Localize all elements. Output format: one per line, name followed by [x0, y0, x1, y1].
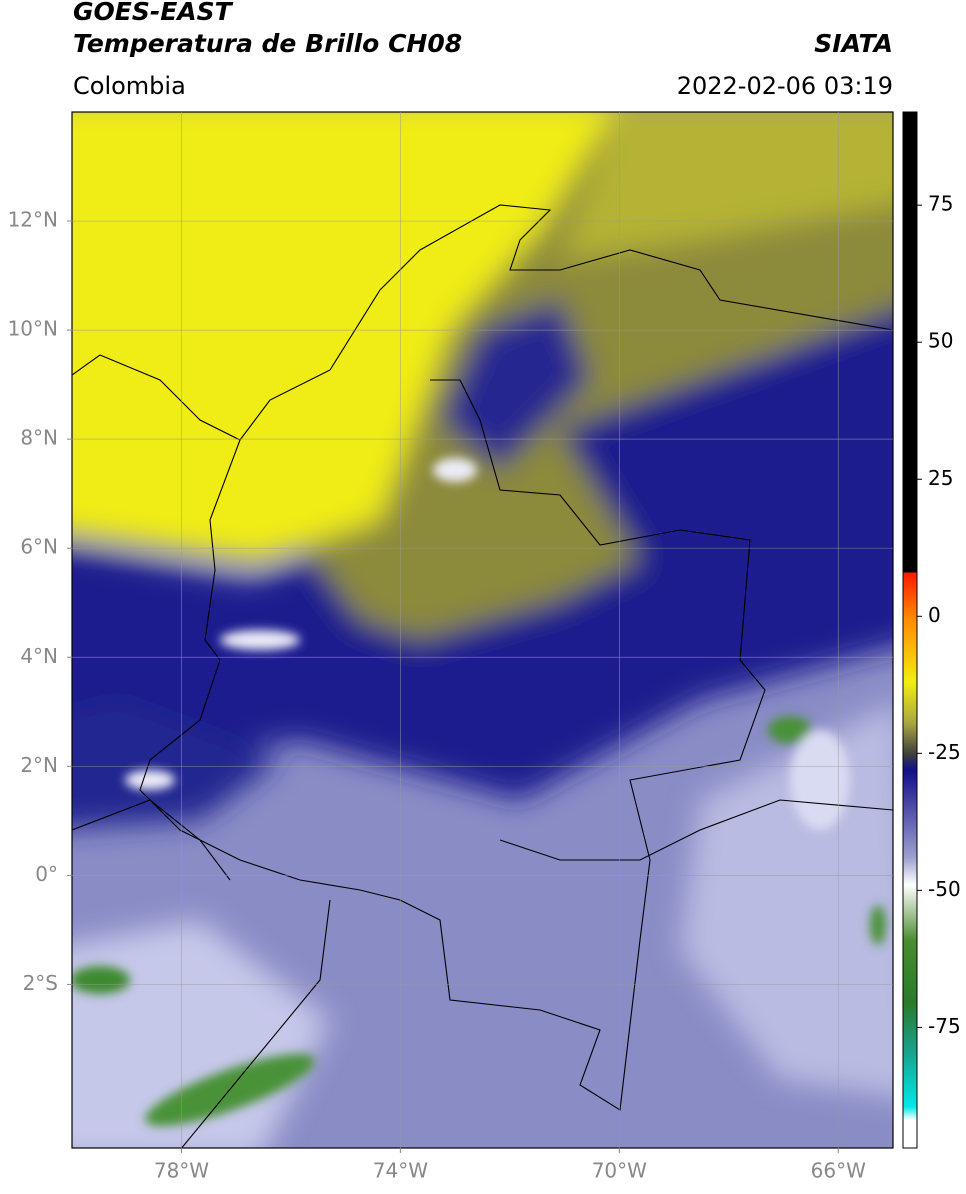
- x-tick-label: 78°W: [154, 1159, 209, 1183]
- x-tick-label: 70°W: [592, 1159, 647, 1183]
- borders: [72, 204, 893, 1148]
- colorbar-tick-label: -50: [928, 877, 961, 901]
- y-tick-label: 12°N: [8, 208, 58, 232]
- x-tick-label: 74°W: [373, 1159, 428, 1183]
- y-tick-label: 2°S: [23, 971, 58, 995]
- colorbar-tick-label: 0: [928, 603, 941, 627]
- graticule: 78°W 74°W 70°W 66°W 12°N 10°N 8°N 6°N 4°N 2°N 0° 2°…: [8, 112, 893, 1183]
- brand: SIATA: [814, 29, 893, 58]
- y-tick-label: 10°N: [8, 317, 58, 341]
- y-tick-label: 4°N: [20, 644, 58, 668]
- colorbar-tick-label: -75: [928, 1014, 961, 1038]
- timestamp: 2022-02-06 03:19: [677, 72, 893, 100]
- subtitle: Temperatura de Brillo CH08: [73, 29, 462, 58]
- colorbar-tick-label: -25: [928, 740, 961, 764]
- y-tick-label: 8°N: [20, 426, 58, 450]
- map-frame: [71, 111, 894, 1149]
- colorbar-tick-label: 75: [928, 192, 953, 216]
- title: GOES-EAST: [73, 0, 234, 26]
- y-tick-label: 0°: [35, 862, 58, 886]
- colorbar-ticks: 75 50 25 0 -25 -50 -75: [917, 192, 961, 1038]
- colorbar-tick-label: 50: [928, 329, 953, 353]
- colorbar-tick-label: 25: [928, 466, 953, 490]
- header: GOES-EAST Temperatura de Brillo CH08 SIA…: [73, 0, 893, 100]
- x-tick-label: 66°W: [811, 1159, 866, 1183]
- y-tick-label: 6°N: [20, 535, 58, 559]
- region: Colombia: [73, 72, 186, 100]
- colorbar: [902, 111, 918, 1149]
- y-tick-label: 2°N: [20, 753, 58, 777]
- satellite-image: [72, 112, 893, 1148]
